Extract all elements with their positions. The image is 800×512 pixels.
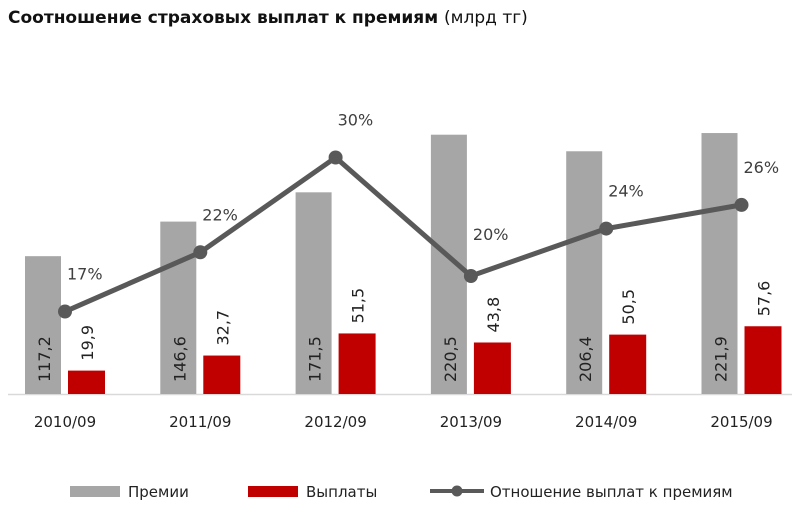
label-vyplaty: 19,9 (78, 325, 97, 361)
label-premii: 206,4 (576, 336, 595, 382)
point-ratio (734, 197, 749, 212)
legend-label-ratio: Отношение выплат к премиям (490, 483, 733, 501)
bar-vyplaty (338, 333, 376, 394)
label-vyplaty: 57,6 (755, 281, 774, 317)
title-unit: (млрд тг) (444, 8, 528, 28)
label-vyplaty: 51,5 (349, 288, 368, 324)
bar-premii (701, 133, 738, 394)
bar-premii (295, 192, 332, 394)
bar-premii (25, 256, 61, 394)
label-premii: 220,5 (441, 336, 460, 382)
x-tick-label: 2014/09 (575, 413, 637, 431)
label-vyplaty: 32,7 (213, 310, 232, 346)
bar-vyplaty (744, 326, 782, 394)
bar-vyplaty (473, 342, 511, 394)
bar-vyplaty (609, 334, 647, 394)
title-text: Соотношение страховых выплат к премиям (8, 8, 439, 28)
legend-label-vyplaty: Выплаты (306, 483, 377, 501)
bar-premii (160, 221, 197, 394)
label-premii: 221,9 (712, 336, 731, 382)
label-ratio: 22% (202, 205, 238, 224)
bar-vyplaty (68, 370, 105, 394)
x-tick-label: 2012/09 (304, 413, 366, 431)
point-ratio (599, 221, 614, 236)
label-ratio: 24% (608, 182, 644, 201)
label-premii: 146,6 (170, 336, 189, 382)
label-vyplaty: 50,5 (619, 289, 638, 325)
x-tick-label: 2015/09 (710, 413, 772, 431)
label-ratio: 30% (338, 111, 374, 130)
chart-title: Соотношение страховых выплат к премиям (… (8, 8, 528, 28)
label-vyplaty: 43,8 (484, 297, 503, 333)
point-ratio (58, 304, 72, 319)
legend-swatch-premii (70, 486, 120, 497)
x-tick-label: 2011/09 (169, 413, 231, 431)
point-ratio (328, 150, 343, 165)
label-premii: 171,5 (306, 336, 325, 382)
legend-swatch-vyplaty (248, 486, 298, 497)
line-ratio (63, 155, 742, 314)
bar-vyplaty (203, 355, 241, 394)
x-tick-label: 2010/09 (34, 413, 96, 431)
label-ratio: 17% (67, 265, 103, 284)
label-premii: 117,2 (35, 336, 54, 382)
label-ratio: 26% (744, 158, 780, 177)
legend-marker-ratio (451, 485, 463, 497)
point-ratio (463, 269, 478, 283)
label-ratio: 20% (473, 225, 509, 244)
x-tick-label: 2013/09 (440, 413, 502, 431)
point-ratio (193, 245, 208, 260)
bar-premii (566, 151, 603, 394)
legend-label-premii: Премии (128, 483, 189, 501)
